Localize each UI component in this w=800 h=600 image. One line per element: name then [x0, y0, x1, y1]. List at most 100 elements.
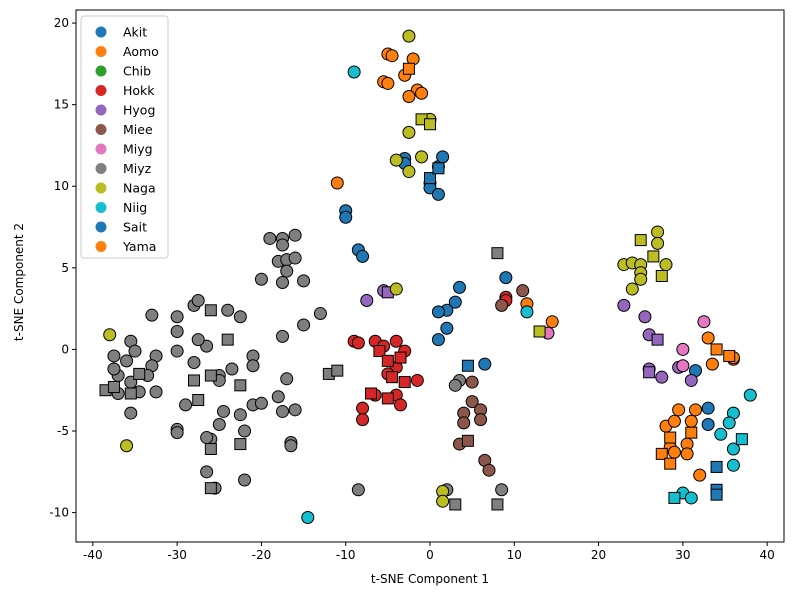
legend-label: Miee — [123, 122, 153, 137]
legend-marker — [95, 46, 107, 57]
x-axis: -40 -30 -20 -10 0 10 20 30 40 — [83, 542, 775, 562]
data-point — [431, 305, 445, 319]
data-point — [170, 310, 184, 324]
data-point-square — [432, 162, 445, 175]
data-point — [495, 298, 509, 312]
data-point — [520, 305, 534, 319]
data-point — [474, 413, 488, 427]
data-point — [617, 298, 631, 312]
legend-marker — [95, 202, 107, 213]
data-point — [693, 468, 707, 482]
data-point-square — [461, 359, 474, 372]
data-point — [402, 165, 416, 179]
data-point — [402, 89, 416, 103]
data-point — [714, 427, 728, 441]
data-point — [276, 238, 289, 252]
data-point — [448, 378, 462, 392]
data-point-square — [491, 498, 504, 511]
data-point-square — [655, 447, 668, 460]
data-point-square — [234, 438, 247, 451]
legend-label: Akit — [123, 25, 147, 40]
y-axis: -10 -5 0 5 10 15 20 — [49, 16, 76, 520]
data-point-square — [124, 387, 137, 400]
data-point-square — [373, 345, 386, 358]
data-point — [465, 395, 479, 409]
data-point — [415, 150, 429, 164]
legend-label: Miyz — [123, 161, 152, 176]
y-tick-label: -5 — [57, 424, 69, 438]
data-point — [124, 406, 138, 420]
data-point — [120, 439, 134, 453]
data-point — [431, 187, 445, 201]
data-point — [351, 483, 365, 497]
x-tick-label: 10 — [507, 548, 522, 562]
legend-box — [80, 15, 169, 259]
data-point — [689, 403, 702, 417]
data-point — [170, 324, 184, 338]
data-point-square — [643, 366, 656, 379]
data-point — [402, 29, 416, 43]
data-point — [120, 354, 134, 368]
data-point-square — [188, 374, 200, 387]
data-point-square — [710, 343, 723, 356]
legend-marker — [95, 221, 107, 233]
x-tick-label: -30 — [167, 548, 187, 562]
y-tick-label: 15 — [54, 98, 69, 112]
data-point — [680, 447, 694, 461]
data-point — [381, 76, 395, 90]
data-point — [284, 439, 298, 453]
legend-marker — [95, 182, 107, 194]
data-point-square — [710, 488, 723, 501]
data-point — [457, 416, 471, 430]
data-point — [516, 284, 530, 298]
data-point-square — [664, 457, 677, 470]
plot-frame — [75, 9, 785, 543]
data-point-square — [668, 491, 681, 504]
legend-label: Aomo — [123, 44, 159, 59]
x-tick-label: 30 — [675, 548, 690, 562]
data-point — [330, 176, 344, 190]
data-point — [360, 293, 374, 307]
legend-marker — [95, 124, 107, 135]
data-point-square — [735, 433, 748, 446]
data-point — [297, 318, 311, 332]
data-point-square — [449, 498, 462, 511]
legend-marker — [95, 143, 107, 155]
data-point — [726, 442, 740, 456]
data-point — [145, 308, 159, 322]
data-point — [280, 264, 294, 278]
data-point — [288, 403, 302, 417]
chart-marks — [99, 29, 757, 525]
data-point — [271, 390, 285, 404]
data-point — [684, 491, 698, 505]
data-point-square — [651, 333, 664, 346]
y-tick-label: 5 — [61, 261, 69, 275]
data-point — [672, 403, 686, 417]
data-point — [254, 396, 268, 410]
data-point — [743, 388, 757, 402]
data-point — [103, 328, 117, 342]
data-point — [200, 431, 214, 445]
data-point — [667, 445, 681, 459]
data-point-square — [398, 376, 411, 389]
data-point-square — [331, 364, 344, 377]
data-point — [179, 398, 193, 412]
data-point — [238, 424, 252, 438]
x-axis-label: t-SNE Component 1 — [371, 572, 489, 586]
data-point — [389, 334, 403, 348]
y-tick-label: 10 — [54, 179, 69, 193]
data-point — [676, 359, 690, 373]
data-point — [351, 336, 365, 350]
y-tick-label: -10 — [49, 506, 69, 520]
legend-label: Miyg — [123, 142, 153, 157]
data-point — [634, 272, 648, 286]
data-point-square — [107, 380, 120, 393]
data-point-square — [723, 349, 736, 362]
data-point — [394, 398, 407, 412]
data-point-square — [365, 387, 377, 400]
data-point — [149, 385, 163, 399]
data-point-square — [461, 434, 474, 447]
data-point — [453, 280, 466, 294]
data-point — [313, 307, 327, 321]
